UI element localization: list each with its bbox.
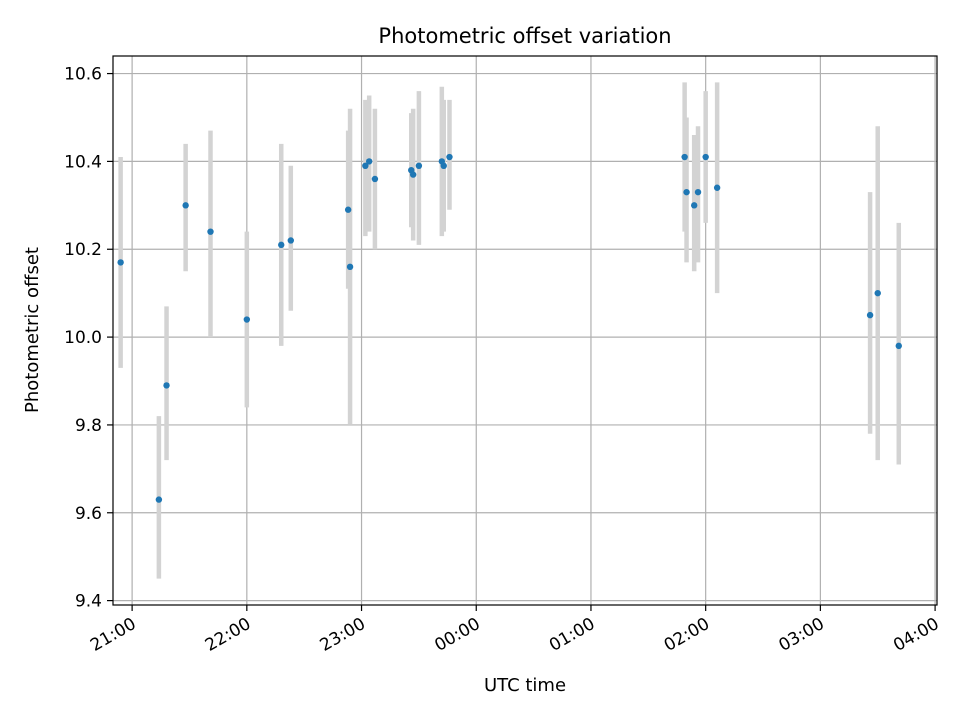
data-point xyxy=(440,162,447,169)
data-point xyxy=(287,237,295,244)
y-axis-ticks: 9.4 9.6 9.8 10.0 10.2 10.4 10.6 xyxy=(64,65,113,612)
data-point xyxy=(446,153,453,161)
data-point xyxy=(694,188,702,196)
y-tick-label: 9.4 xyxy=(75,592,102,612)
y-tick-label: 9.8 xyxy=(75,416,102,436)
data-points xyxy=(117,153,902,503)
data-point xyxy=(117,259,124,266)
data-point xyxy=(155,496,163,503)
data-point xyxy=(874,289,881,297)
data-point xyxy=(681,153,688,161)
data-point xyxy=(182,202,189,209)
data-point xyxy=(713,184,721,191)
data-point xyxy=(344,206,352,213)
data-point xyxy=(702,153,709,161)
data-point xyxy=(690,202,698,209)
y-tick-label: 9.6 xyxy=(75,504,102,524)
data-point xyxy=(866,311,874,319)
data-point xyxy=(683,188,690,196)
data-point xyxy=(207,228,214,235)
data-point xyxy=(371,175,379,183)
data-point xyxy=(365,158,373,165)
data-point xyxy=(163,382,170,389)
data-point xyxy=(346,263,354,271)
y-tick-label: 10.2 xyxy=(64,240,102,260)
data-point xyxy=(415,162,423,169)
y-tick-label: 10.6 xyxy=(64,65,102,85)
data-point xyxy=(278,241,285,249)
y-tick-label: 10.4 xyxy=(64,152,102,172)
data-point xyxy=(895,342,902,350)
data-point xyxy=(409,171,417,178)
x-axis-label: UTC time xyxy=(484,675,566,696)
plot-area-frame xyxy=(112,55,938,606)
y-axis-label: Photometric offset xyxy=(22,247,43,413)
data-point xyxy=(243,316,251,323)
data-point xyxy=(362,162,369,169)
y-tick-label: 10.0 xyxy=(64,328,102,348)
chart-title: Photometric offset variation xyxy=(378,24,671,48)
